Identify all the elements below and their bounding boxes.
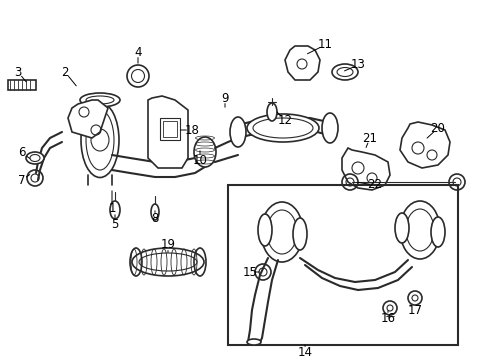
Text: 13: 13 [350,58,366,72]
Text: 4: 4 [134,45,142,58]
Text: 16: 16 [381,311,395,324]
Text: 20: 20 [431,122,445,135]
Text: 12: 12 [277,113,293,126]
Polygon shape [342,148,390,190]
Text: 15: 15 [243,266,257,279]
Ellipse shape [258,214,272,246]
Text: 19: 19 [161,238,175,252]
Polygon shape [148,96,188,168]
Ellipse shape [132,248,204,276]
Text: 14: 14 [297,346,313,359]
Text: 21: 21 [363,131,377,144]
Text: 2: 2 [61,66,69,78]
Ellipse shape [230,117,246,147]
Ellipse shape [332,64,358,80]
Polygon shape [285,46,320,80]
Ellipse shape [127,65,149,87]
Ellipse shape [400,201,440,259]
Text: 7: 7 [18,174,26,186]
Text: 22: 22 [368,179,383,192]
Ellipse shape [80,93,120,107]
Ellipse shape [247,339,261,345]
Ellipse shape [247,114,319,142]
Ellipse shape [431,217,445,247]
Polygon shape [400,122,450,168]
Ellipse shape [26,152,44,164]
Bar [228,185,458,345]
Ellipse shape [194,137,216,167]
Bar [160,118,180,140]
Polygon shape [68,100,108,138]
Ellipse shape [110,201,120,219]
Text: 5: 5 [111,219,119,231]
Ellipse shape [293,218,307,250]
Text: 18: 18 [185,123,199,136]
Ellipse shape [261,202,303,262]
Text: 8: 8 [151,211,159,225]
Ellipse shape [395,213,409,243]
Text: 6: 6 [18,147,26,159]
Bar [163,121,177,137]
Bar [8,80,36,90]
Text: 17: 17 [408,303,422,316]
Ellipse shape [151,204,159,220]
Ellipse shape [322,113,338,143]
Text: 11: 11 [318,39,333,51]
Ellipse shape [267,103,277,121]
Text: 9: 9 [221,91,229,104]
Text: 1: 1 [108,202,116,215]
Text: 3: 3 [14,66,22,78]
Ellipse shape [81,103,119,177]
Text: 10: 10 [193,153,207,166]
